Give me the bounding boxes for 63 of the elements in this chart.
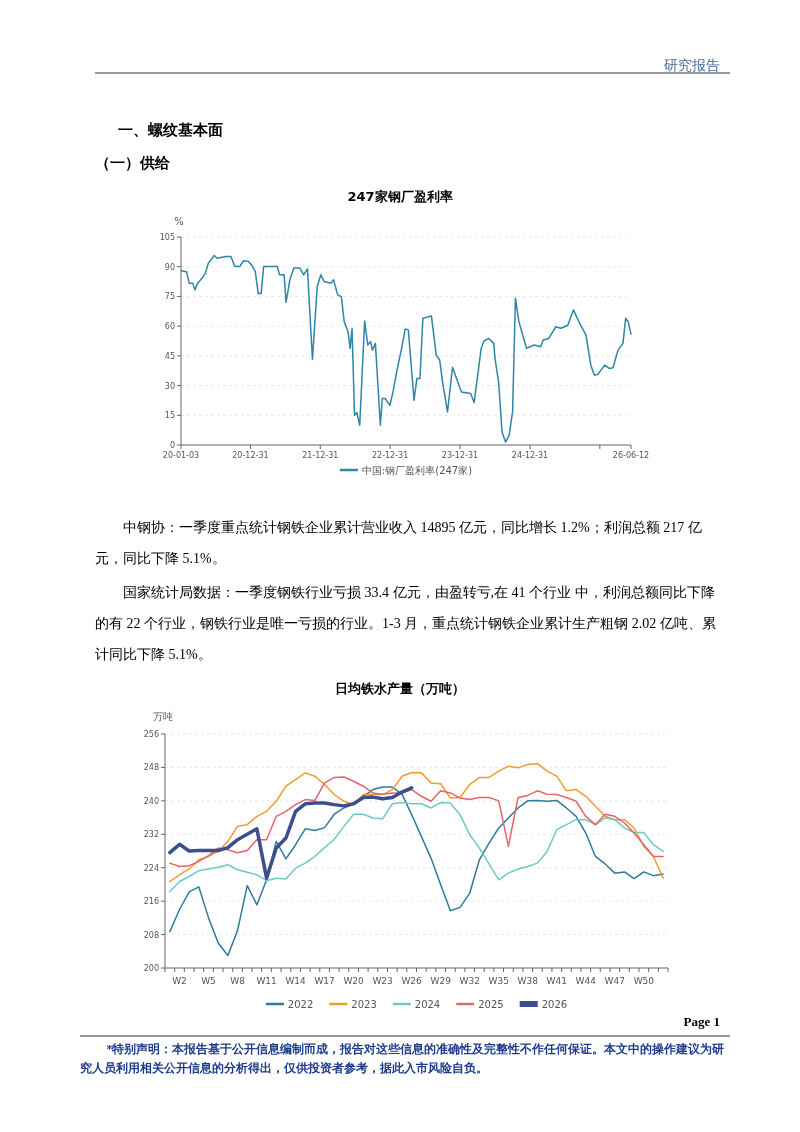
y-tick-label: 60 [164, 322, 175, 332]
x-tick-label: 26-06-12 [612, 451, 650, 460]
x-tick-label: W47 [604, 976, 625, 986]
legend-label: 2025 [478, 999, 504, 1010]
y-tick-label: 45 [164, 351, 175, 361]
text: 一、螺纹基本面 [118, 121, 223, 139]
x-tick-label: W23 [372, 976, 393, 986]
x-tick-label: W41 [546, 976, 567, 986]
y-tick-label: 90 [164, 262, 175, 272]
y-axis-title: 万吨 [153, 711, 173, 722]
text: （一）供给 [95, 154, 171, 172]
legend: 中国:钢厂盈利率(247家) [339, 465, 473, 476]
line-series [168, 786, 414, 880]
x-tick-label: 21-12-31 [302, 451, 339, 460]
line-series [169, 776, 664, 868]
chart-title: 247家钢厂盈利率 [347, 189, 453, 204]
line-series [169, 786, 664, 957]
x-tick-label: 20-12-31 [232, 451, 269, 460]
x-tick-label: 23-12-31 [441, 451, 479, 460]
x-tick-label: W44 [575, 976, 597, 986]
legend-label: 中国:钢厂盈利率(247家) [361, 465, 473, 476]
y-tick-label: 0 [169, 441, 175, 450]
text: *特别声明：本报告基于公开信息编制而成，报告对这些信息的准确性及完整性不作任何保证。本文中的操作建议为研究人员利用相关公开信息的分析得出，仅供投资者参考，据此入市风险自负。 [80, 1041, 725, 1077]
line-series [169, 801, 664, 893]
y-tick-label: 30 [164, 381, 175, 391]
y-tick-label: 248 [143, 763, 159, 773]
legend-label: 2024 [414, 999, 441, 1010]
y-tick-label: 240 [143, 796, 159, 806]
x-tick-label: 22-12-31 [371, 451, 409, 460]
chart-title: 日均铁水产量（万吨） [335, 681, 465, 696]
legend-label: 2026 [541, 999, 568, 1010]
y-tick-label: 232 [143, 830, 159, 840]
text: 中钢协：一季度重点统计钢铁企业累计营业收入 14895 亿元，同比增长 1.2%；利润总额 217 亿元，同比下降 5.1%。 [95, 519, 703, 568]
y-tick-label: 15 [164, 411, 175, 421]
x-tick-label: W38 [517, 976, 539, 986]
y-tick-label: 105 [159, 233, 175, 242]
x-tick-label: 24-12-31 [511, 451, 549, 460]
x-tick-label: W29 [430, 976, 452, 986]
x-tick-label: W20 [343, 976, 365, 986]
x-tick-label: W8 [230, 976, 246, 986]
y-tick-label: 200 [143, 964, 159, 973]
y-tick-label: 224 [143, 863, 159, 873]
y-tick-label: 208 [143, 930, 159, 940]
y-tick-label: 216 [143, 897, 159, 907]
x-tick-label: W35 [488, 976, 509, 986]
text: Page 1 [683, 1014, 720, 1029]
x-tick-label: W5 [201, 976, 216, 986]
y-tick-label: 75 [164, 292, 175, 302]
x-tick-label: W26 [401, 976, 423, 986]
y-tick-label: 256 [143, 730, 159, 739]
legend-label: 2022 [287, 999, 314, 1010]
y-axis-title: % [174, 216, 184, 227]
x-tick-label: 20-01-03 [162, 451, 200, 460]
text: 国家统计局数据：一季度钢铁行业亏损 33.4 亿元，由盈转亏,在 41 个行业 中，利润总额同比下降的有 22 个行业，钢铁行业是唯一亏损的行业。1-3 月，重点统计钢铁企业累计生产粗钢 2.02 亿吨、累计同比下降 5.1%。 [95, 584, 717, 664]
x-tick-label: W11 [256, 976, 277, 986]
text: 研究报告 [664, 57, 720, 73]
x-tick-label: W2 [172, 976, 187, 986]
line-series [169, 762, 664, 883]
x-tick-label: W17 [314, 976, 335, 986]
legend-label: 2023 [351, 999, 377, 1010]
x-tick-label: W50 [633, 976, 655, 986]
x-tick-label: W32 [459, 976, 480, 986]
x-tick-label: W14 [285, 976, 307, 986]
